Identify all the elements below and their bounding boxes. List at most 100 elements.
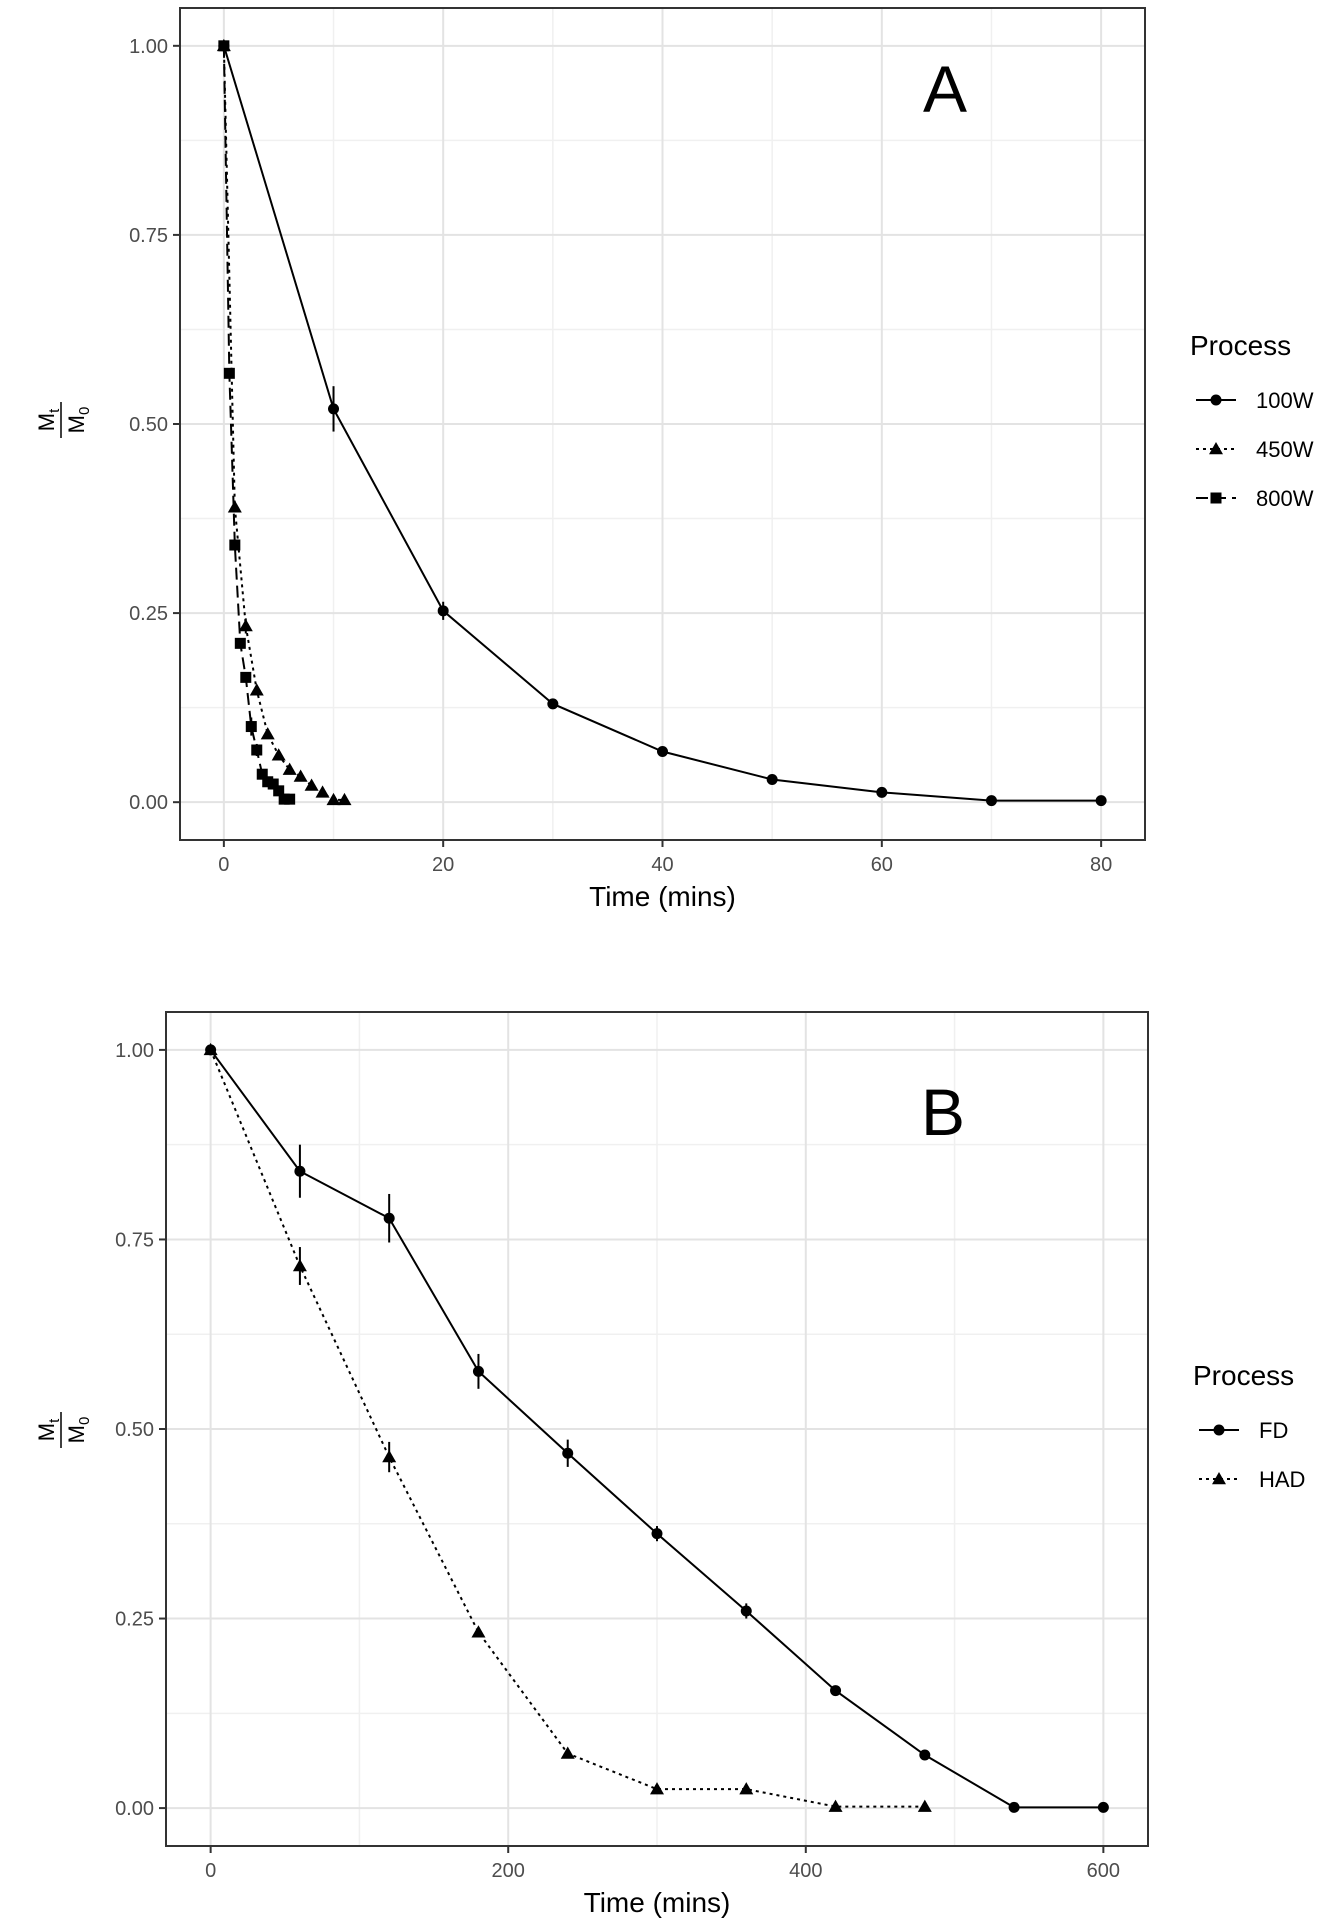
data-point: [245, 721, 257, 733]
y-axis-denominator: M0: [64, 407, 93, 434]
y-axis-numerator-sub: t: [46, 1418, 63, 1423]
data-point: [657, 746, 668, 758]
data-point: [238, 618, 253, 632]
data-point: [547, 698, 559, 710]
data-point: [223, 367, 235, 379]
chart-panel-a: 0 20 40 60 80 0.00 0.25 0.50 0.75 1.00 Time (mins)…: [34, 7, 1314, 912]
data-point: [1008, 1801, 1020, 1813]
y-axis-numerator: Mt: [34, 408, 63, 431]
y-tick-label: 1.00: [115, 1040, 154, 1062]
data-point: [1095, 795, 1107, 807]
legend-key-marker: [1212, 1472, 1226, 1485]
x-tick-label: 40: [651, 854, 673, 876]
data-point: [1097, 1801, 1109, 1813]
legend-key-marker: [1209, 442, 1223, 455]
x-tick-label: 600: [1087, 1860, 1120, 1882]
legend-key-100w: [1196, 394, 1236, 406]
data-point: [382, 1450, 397, 1463]
y-tick-label: 0.75: [115, 1229, 154, 1251]
data-point: [437, 605, 449, 617]
chart-panel-b: 0 200 400 600 0.00 0.25 0.50 0.75 1.00 Time (mins…: [34, 1011, 1305, 1918]
data-point: [830, 1685, 842, 1697]
data-point: [337, 792, 352, 806]
data-point: [271, 748, 286, 761]
series-450w: [216, 38, 352, 806]
data-point: [560, 1746, 575, 1759]
legend-label: FD: [1259, 1418, 1288, 1443]
data-point: [251, 744, 263, 756]
legend-key-450w: [1196, 442, 1236, 455]
data-point: [282, 762, 297, 775]
data-point: [273, 785, 285, 797]
legend-key-marker: [1213, 1424, 1225, 1436]
legend-label: 800W: [1256, 486, 1314, 511]
y-axis-numerator: Mt: [34, 1418, 63, 1441]
series-fd: [205, 1044, 1109, 1813]
legend-key-marker: [1210, 394, 1222, 406]
data-point: [562, 1447, 574, 1459]
x-axis-title: Time (mins): [589, 881, 736, 912]
x-axis-title: Time (mins): [584, 1887, 731, 1918]
y-tick-label: 0.00: [115, 1798, 154, 1820]
y-axis-denominator: M0: [64, 1417, 93, 1444]
legend-key-had: [1199, 1472, 1239, 1485]
data-point: [739, 1782, 754, 1795]
data-point: [328, 403, 340, 415]
data-point: [472, 1365, 484, 1377]
y-tick-label: 0.50: [129, 414, 168, 436]
data-point: [650, 1782, 664, 1795]
panel-label: A: [923, 52, 967, 126]
legend: Process 100W 450W 800W: [1190, 330, 1314, 511]
legend-key-marker: [1210, 492, 1222, 504]
x-tick-label: 400: [789, 1860, 822, 1882]
data-point: [249, 683, 264, 696]
panel-label: B: [921, 1075, 965, 1149]
data-point: [766, 773, 778, 785]
legend-label: 100W: [1256, 388, 1314, 413]
data-point: [919, 1749, 931, 1761]
data-point: [326, 792, 341, 806]
data-point: [260, 727, 275, 740]
x-tick-label: 20: [432, 854, 454, 876]
data-point: [876, 786, 888, 798]
data-point: [293, 769, 308, 782]
legend-title: Process: [1193, 1360, 1294, 1391]
series-line: [222, 45, 345, 801]
x-tick-label: 200: [492, 1860, 525, 1882]
series-had: [203, 1042, 932, 1812]
y-tick-label: 0.00: [129, 792, 168, 814]
data-point: [292, 1258, 307, 1272]
x-tick-label: 60: [871, 854, 893, 876]
legend-key-fd: [1199, 1424, 1239, 1436]
y-axis-denominator-sub: 0: [76, 407, 93, 415]
data-point: [284, 793, 296, 805]
y-tick-label: 1.00: [129, 36, 168, 58]
data-point: [740, 1605, 752, 1617]
legend-label: 450W: [1256, 437, 1314, 462]
data-point: [227, 500, 242, 513]
data-point: [304, 778, 319, 791]
data-point: [828, 1799, 843, 1812]
data-point: [383, 1212, 395, 1224]
data-point: [267, 778, 279, 790]
x-tick-label: 0: [218, 854, 229, 876]
data-point: [315, 785, 330, 798]
data-point: [234, 637, 246, 649]
data-point: [985, 795, 997, 807]
data-point: [471, 1625, 486, 1638]
x-tick-label: 80: [1090, 854, 1112, 876]
data-point: [240, 671, 252, 683]
legend-label: HAD: [1259, 1467, 1305, 1492]
legend-key-800w: [1196, 492, 1236, 504]
y-axis-denominator-sub: 0: [76, 1417, 93, 1425]
data-point: [218, 40, 230, 52]
data-point: [229, 539, 241, 551]
y-tick-label: 0.25: [115, 1609, 154, 1631]
x-tick-label: 0: [205, 1860, 216, 1882]
y-tick-label: 0.50: [115, 1419, 154, 1441]
legend: Process FD HAD: [1193, 1360, 1305, 1492]
y-axis-numerator-sub: t: [46, 408, 63, 413]
